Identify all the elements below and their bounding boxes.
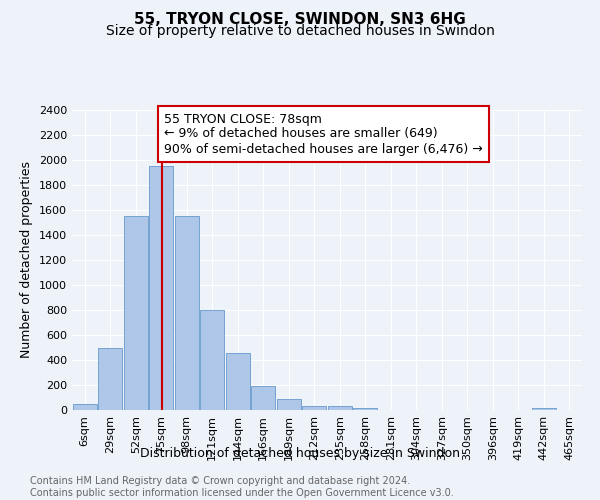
Bar [98, 348, 122, 410]
Text: Contains HM Land Registry data © Crown copyright and database right 2024.: Contains HM Land Registry data © Crown c… [30, 476, 410, 486]
Bar [73, 404, 97, 410]
Y-axis label: Number of detached properties: Number of detached properties [20, 162, 34, 358]
Bar [124, 216, 148, 410]
Bar [251, 386, 275, 410]
Text: Distribution of detached houses by size in Swindon: Distribution of detached houses by size … [140, 448, 460, 460]
Text: 55, TRYON CLOSE, SWINDON, SN3 6HG: 55, TRYON CLOSE, SWINDON, SN3 6HG [134, 12, 466, 28]
Bar [175, 216, 199, 410]
Bar [353, 408, 377, 410]
Bar [302, 406, 326, 410]
Bar [328, 406, 352, 410]
Text: Size of property relative to detached houses in Swindon: Size of property relative to detached ho… [106, 24, 494, 38]
Bar [226, 352, 250, 410]
Bar [532, 408, 556, 410]
Text: Contains public sector information licensed under the Open Government Licence v3: Contains public sector information licen… [30, 488, 454, 498]
Bar [149, 166, 173, 410]
Bar [200, 310, 224, 410]
Text: 55 TRYON CLOSE: 78sqm
← 9% of detached houses are smaller (649)
90% of semi-deta: 55 TRYON CLOSE: 78sqm ← 9% of detached h… [164, 112, 483, 156]
Bar [277, 400, 301, 410]
